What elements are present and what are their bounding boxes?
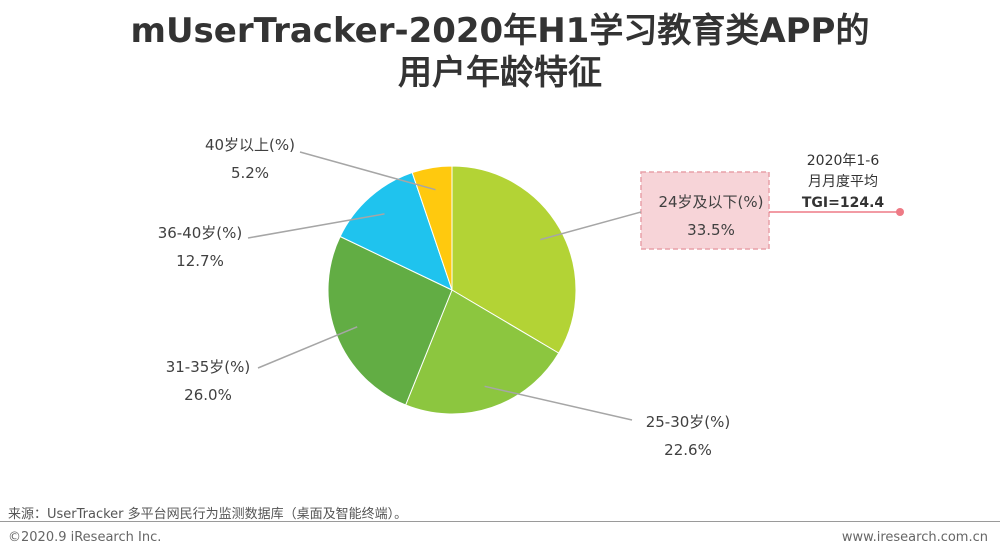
slice-label-31-35: 31-35岁(%) — [166, 358, 251, 376]
slice-value-36-40: 12.7% — [176, 252, 224, 270]
leader-line-40-plus — [299, 151, 436, 191]
slice-label-25-30: 25-30岁(%) — [646, 413, 731, 431]
source-note: 来源：UserTracker 多平台网民行为监测数据库（桌面及智能终端）。 — [8, 507, 408, 522]
slice-value-31-35: 26.0% — [184, 386, 232, 404]
slice-value-24-and-under: 33.5% — [687, 221, 735, 239]
slice-value-25-30: 22.6% — [664, 441, 712, 459]
pie-slice-25-30 — [404, 289, 560, 415]
copyright: ©2020.9 iResearch Inc. — [8, 530, 162, 545]
tgi-annotation-line-1: 2020年1-6 — [807, 153, 880, 169]
slice-value-40-plus: 5.2% — [231, 164, 269, 182]
leader-line-24-and-under — [540, 211, 642, 241]
slice-label-40-plus: 40岁以上(%) — [205, 136, 295, 154]
tgi-annotation-line-3: TGI=124.4 — [802, 195, 885, 211]
highlight-box — [640, 171, 770, 250]
pie-slice-36-40 — [339, 171, 453, 291]
pie-chart: 24岁及以下(%) 33.5% 25-30岁(%) 22.6% 31-35岁(%) 26.… — [158, 136, 904, 459]
footer-divider — [0, 521, 1000, 522]
chart-title: mUserTracker-2020年H1学习教育类APP的 用户年龄特征 — [0, 10, 1000, 94]
leader-line-25-30 — [484, 385, 633, 421]
slice-label-36-40: 36-40岁(%) — [158, 224, 243, 242]
leader-line-31-35 — [257, 326, 358, 369]
leader-line-36-40 — [247, 213, 385, 239]
website-link[interactable]: www.iresearch.com.cn — [841, 530, 988, 545]
tgi-marker-dot — [896, 208, 904, 216]
title-line-1: mUserTracker-2020年H1学习教育类APP的 — [130, 11, 870, 51]
tgi-annotation-line-2: 月月度平均 — [808, 174, 878, 190]
pie-slice-40-plus — [411, 165, 453, 291]
pie-slice-24-and-under — [451, 165, 577, 354]
title-line-2: 用户年龄特征 — [398, 53, 602, 93]
slice-label-24-and-under: 24岁及以下(%) — [658, 193, 763, 211]
